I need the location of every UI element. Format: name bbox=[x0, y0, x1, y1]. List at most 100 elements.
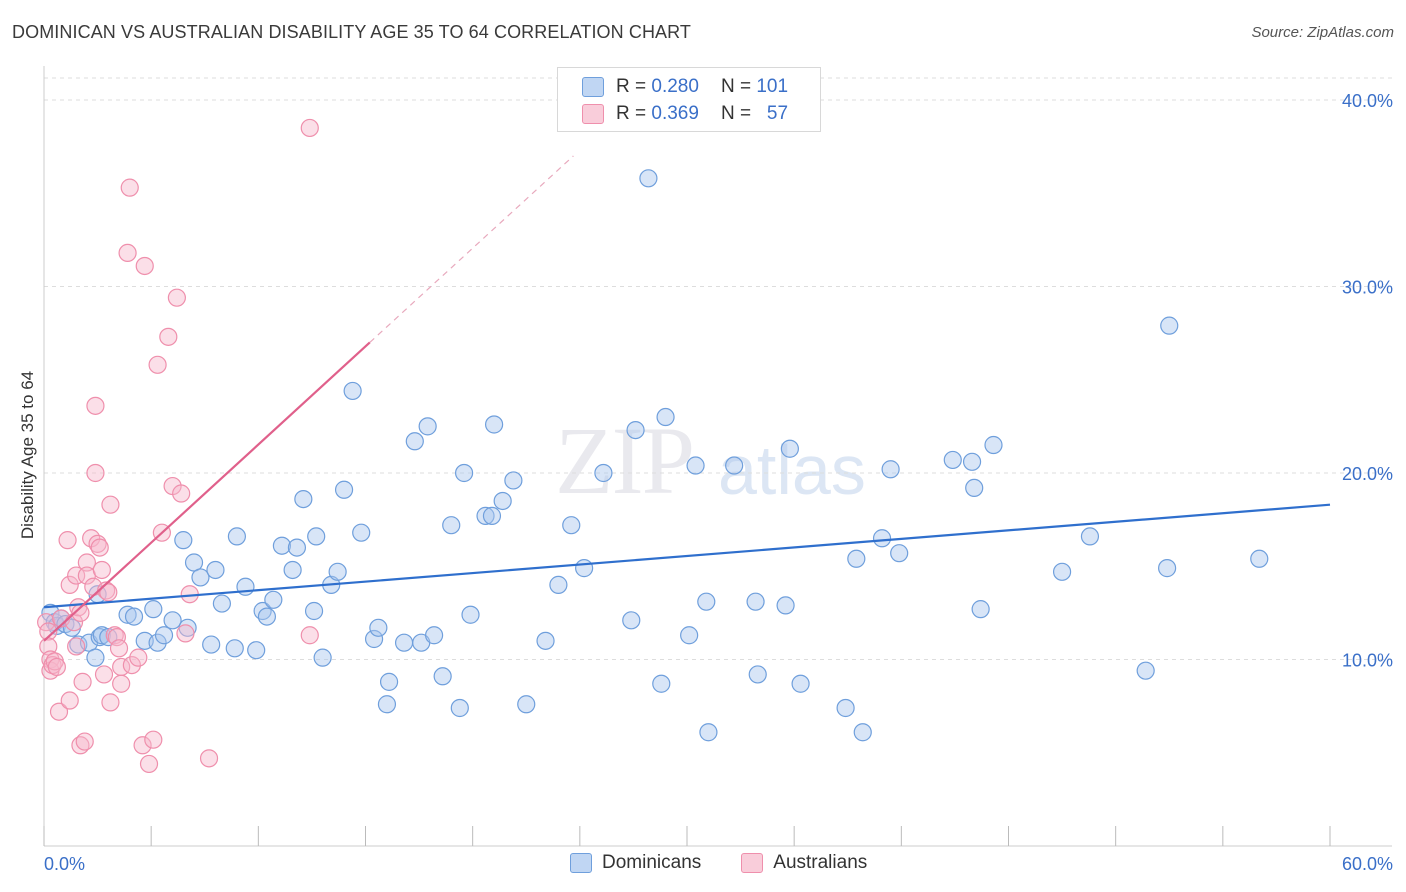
point-dominicans bbox=[482, 506, 502, 525]
point-dominicans bbox=[247, 641, 266, 660]
trendline-extension-australians bbox=[369, 155, 574, 343]
legend-label-dominicans: Dominicans bbox=[602, 852, 702, 873]
point-australians bbox=[122, 655, 141, 675]
point-dominicans bbox=[461, 605, 480, 624]
point-dominicans bbox=[1052, 562, 1072, 581]
point-australians bbox=[120, 178, 139, 197]
point-dominicans bbox=[517, 695, 536, 714]
point-dominicans bbox=[454, 463, 474, 483]
legend-swatch-pink bbox=[741, 853, 764, 873]
y-tick-label: 10.0% bbox=[1342, 650, 1393, 670]
point-australians bbox=[129, 648, 148, 667]
point-australians bbox=[300, 118, 319, 138]
point-dominicans bbox=[364, 629, 384, 649]
source-label: Source: ZipAtlas.com bbox=[1251, 24, 1394, 41]
point-dominicans bbox=[639, 169, 658, 188]
point-dominicans bbox=[890, 544, 909, 563]
point-dominicans bbox=[154, 626, 174, 645]
point-australians bbox=[144, 730, 163, 749]
legend-swatch-blue bbox=[582, 77, 604, 97]
point-dominicans bbox=[836, 698, 855, 718]
point-australians bbox=[39, 622, 58, 641]
point-dominicans bbox=[748, 665, 767, 684]
point-dominicans bbox=[485, 415, 504, 434]
point-dominicans bbox=[549, 575, 568, 594]
point-dominicans bbox=[424, 626, 444, 645]
point-dominicans bbox=[536, 631, 555, 650]
legend-item-australians[interactable]: Australians bbox=[741, 852, 867, 874]
y-tick-label: 20.0% bbox=[1342, 464, 1393, 484]
legend-n-value: 101 bbox=[756, 76, 789, 97]
point-dominicans bbox=[1136, 661, 1155, 680]
y-axis-label: Disability Age 35 to 64 bbox=[18, 370, 37, 540]
point-australians bbox=[172, 484, 191, 503]
legend-n-label: N = bbox=[720, 76, 752, 97]
point-dominicans bbox=[853, 723, 872, 742]
point-dominicans bbox=[872, 529, 892, 548]
point-australians bbox=[60, 575, 79, 594]
point-australians bbox=[199, 749, 219, 768]
point-dominicans bbox=[971, 600, 990, 619]
point-dominicans bbox=[144, 600, 163, 619]
point-dominicans bbox=[686, 456, 705, 475]
point-dominicans bbox=[174, 531, 193, 550]
point-dominicans bbox=[791, 674, 810, 693]
legend-r-label: R = bbox=[616, 103, 647, 124]
point-australians bbox=[159, 327, 178, 346]
point-australians bbox=[148, 355, 167, 374]
point-dominicans bbox=[746, 592, 765, 611]
point-dominicans bbox=[212, 594, 231, 613]
point-dominicans bbox=[965, 478, 984, 498]
x-tick-label-max: 60.0% bbox=[1342, 854, 1393, 874]
point-dominicans bbox=[780, 439, 799, 458]
point-dominicans bbox=[680, 626, 699, 645]
point-dominicans bbox=[287, 538, 307, 557]
legend-r-label: R = bbox=[616, 76, 647, 97]
point-australians bbox=[112, 674, 131, 693]
point-australians bbox=[75, 732, 94, 751]
point-dominicans bbox=[328, 562, 347, 581]
legend-n-value: 57 bbox=[766, 103, 789, 124]
point-dominicans bbox=[442, 516, 461, 535]
watermark-zip: ZIP bbox=[555, 407, 695, 514]
legend-swatch-blue bbox=[570, 853, 592, 873]
point-dominicans bbox=[206, 560, 225, 580]
legend-label-australians: Australians bbox=[773, 852, 868, 873]
point-australians bbox=[94, 665, 114, 684]
point-dominicans bbox=[92, 626, 111, 645]
point-dominicans bbox=[697, 592, 716, 611]
point-australians bbox=[60, 691, 79, 710]
point-dominicans bbox=[257, 607, 277, 626]
point-dominicans bbox=[283, 560, 302, 580]
y-tick-label: 30.0% bbox=[1342, 277, 1393, 297]
y-tick-label: 40.0% bbox=[1342, 91, 1393, 111]
point-australians bbox=[118, 243, 137, 263]
point-dominicans bbox=[307, 527, 326, 546]
point-dominicans bbox=[369, 618, 388, 637]
point-australians bbox=[167, 288, 186, 307]
point-dominicans bbox=[562, 516, 581, 535]
point-australians bbox=[300, 626, 319, 645]
point-dominicans bbox=[504, 471, 523, 490]
point-australians bbox=[90, 538, 109, 557]
point-australians bbox=[176, 624, 195, 643]
legend-item-dominicans[interactable]: Dominicans bbox=[570, 852, 701, 874]
x-tick-label-min: 0.0% bbox=[44, 854, 85, 874]
point-dominicans bbox=[377, 695, 397, 714]
point-dominicans bbox=[304, 601, 324, 621]
point-australians bbox=[58, 531, 77, 550]
point-dominicans bbox=[352, 523, 371, 542]
point-australians bbox=[73, 672, 92, 691]
point-dominicans bbox=[622, 611, 641, 630]
point-dominicans bbox=[594, 463, 613, 483]
trendline-dominicans bbox=[43, 503, 1331, 609]
point-australians bbox=[107, 628, 126, 647]
point-dominicans bbox=[124, 607, 144, 626]
trendline-australians bbox=[43, 341, 371, 642]
point-dominicans bbox=[881, 460, 900, 479]
point-dominicans bbox=[656, 407, 675, 427]
watermark-atlas: atlas bbox=[718, 431, 866, 509]
point-dominicans bbox=[776, 596, 795, 615]
point-australians bbox=[99, 583, 118, 602]
legend-swatch-pink bbox=[582, 104, 604, 124]
